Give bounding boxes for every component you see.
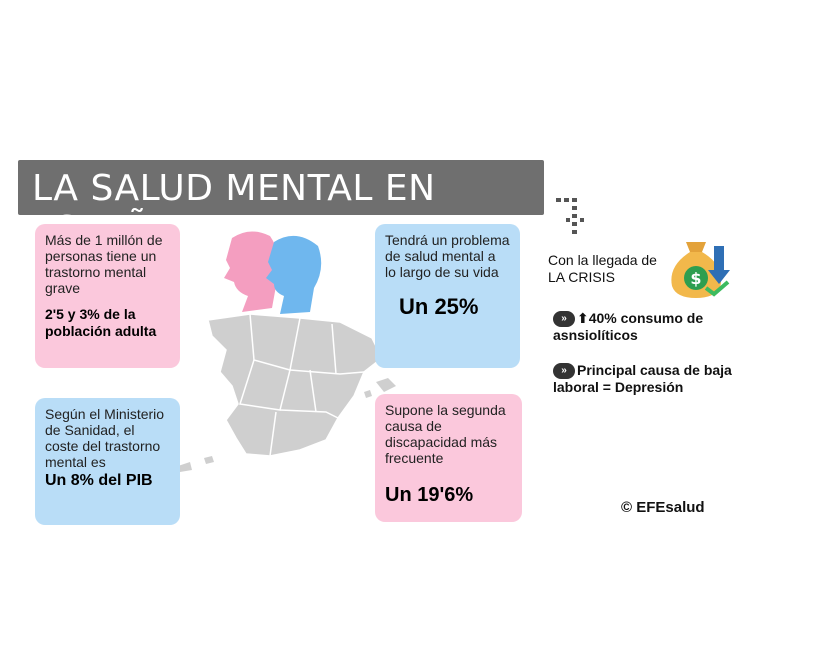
box1-text: Más de 1 millón de personas tiene un tra… [45,232,163,296]
box4-text: Supone la segunda causa de discapacidad … [385,402,506,466]
fact-depression: » Principal causa de baja laboral = Depre… [553,362,753,396]
man-profile-icon [266,235,322,314]
fact-box-gdp-cost: Según el Ministerio de Sanidad, el coste… [35,398,180,525]
box2-text: Tendrá un problema de salud mental a lo … [385,232,510,280]
title-banner: LA SALUD MENTAL EN ESPAÑA [18,160,544,250]
down-arrow-icon [556,198,584,234]
box2-highlight: Un 25% [399,294,479,319]
svg-text:$: $ [690,269,701,288]
arrow-up-icon: ⬆ [577,310,589,326]
fact-anxiolytics: » ⬆40% consumo de asnsiolíticos [553,310,743,344]
spain-map [150,313,396,472]
fact1-text: 40% consumo de asnsiolíticos [553,310,704,344]
woman-profile-icon [224,231,279,312]
credit: © EFEsalud [621,499,705,516]
box3-highlight: Un 8% del PIB [45,472,153,489]
box1-highlight: 2'5 y 3% de la población adulta [45,306,157,339]
fact-box-disability: Supone la segunda causa de discapacidad … [375,394,522,522]
money-bag-icon: $ [671,242,730,298]
chevron-right-icon: » [553,311,575,328]
fact-box-serious-disorder: Más de 1 millón de personas tiene un tra… [35,224,180,368]
box4-highlight: Un 19'6% [385,484,474,506]
box3-text: Según el Ministerio de Sanidad, el coste… [45,406,165,470]
fact-box-lifetime-problem: Tendrá un problema de salud mental a lo … [375,224,520,368]
chevron-right-icon: » [553,363,575,380]
crisis-label: Con la llegada de LA CRISIS [548,252,657,285]
fact2-text: Principal causa de baja laboral = Depres… [553,362,732,396]
